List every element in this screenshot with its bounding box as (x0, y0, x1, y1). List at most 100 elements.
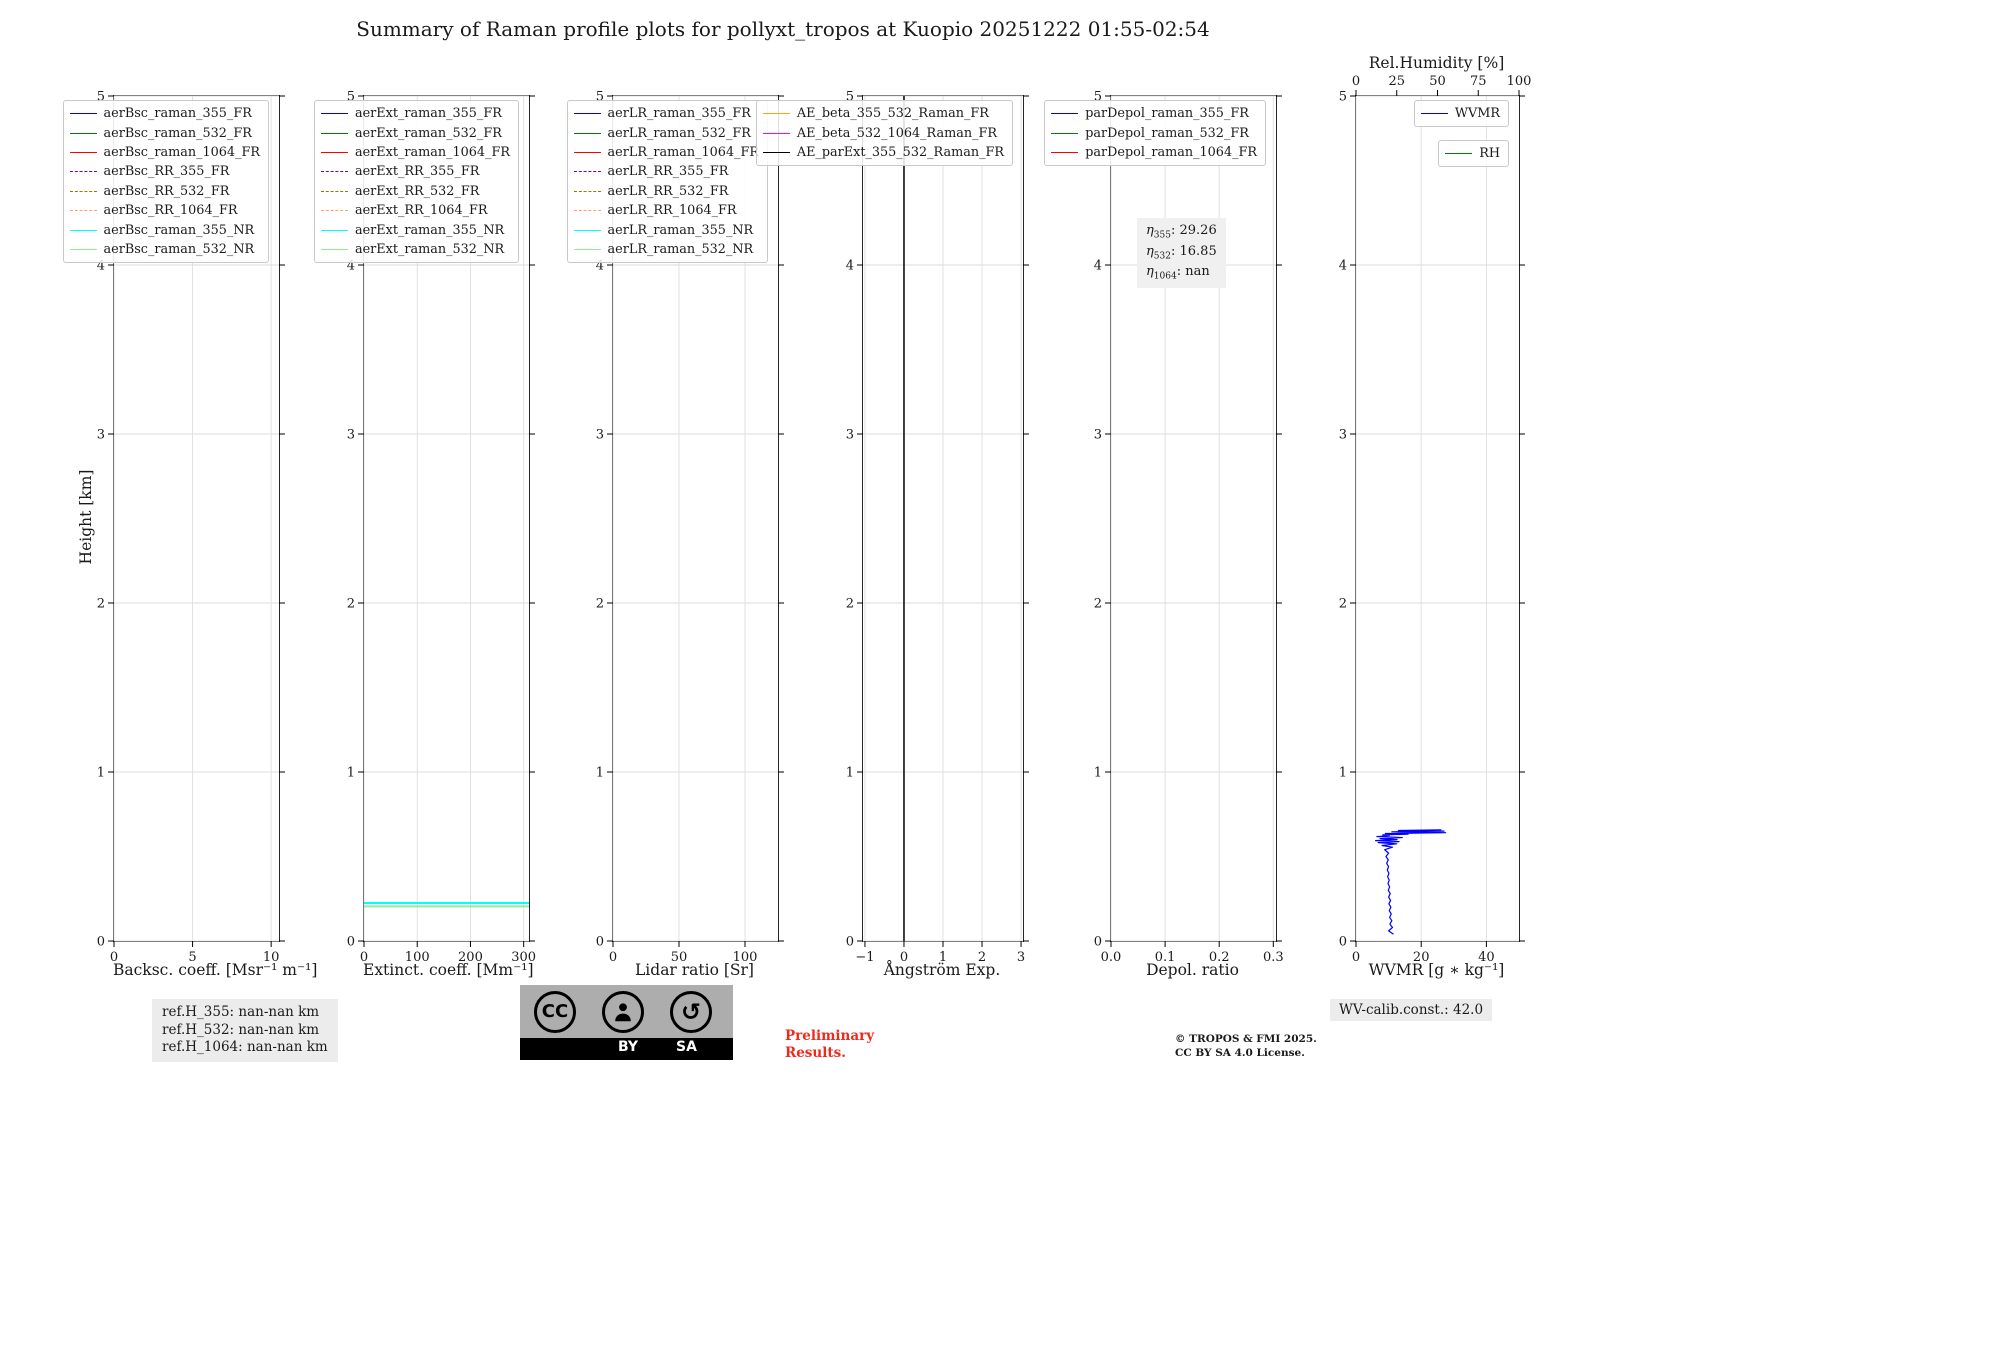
legend-line-swatch (320, 151, 348, 153)
legend-line-swatch (573, 248, 601, 250)
svg-text:4: 4 (596, 259, 604, 274)
preliminary-note: Preliminary Results. (785, 1028, 874, 1062)
rel-humidity-axis-label: Rel.Humidity [%] (1368, 54, 1505, 72)
svg-text:−1: −1 (855, 950, 874, 965)
ref-h-532: ref.H_532: nan-nan km (162, 1021, 320, 1038)
legend-label: aerExt_raman_532_FR (354, 125, 502, 141)
panel-depol: 0.0 0.1 0.2 0.3 0 1 2 3 4 5 parDepol_raman_355_FR p… (1044, 90, 1284, 965)
legend-entry: AE_beta_355_532_Raman_FR (762, 104, 1004, 123)
svg-text:0: 0 (846, 935, 854, 950)
legend-line-swatch (762, 113, 790, 115)
panel-extinction: 0 100 200 300 0 1 2 3 4 5 aerExt_raman_355_FR aerEx… (313, 90, 536, 965)
legend-label: aerLR_raman_355_FR (607, 106, 751, 122)
legend-line-swatch (1445, 153, 1473, 155)
legend-box: WVMR (1413, 100, 1509, 128)
wv-calib-box: WV-calib.const.: 42.0 (1330, 999, 1493, 1021)
legend-label: aerLR_RR_532_FR (607, 183, 729, 199)
legend-box: RH (1438, 140, 1509, 168)
svg-text:1: 1 (97, 766, 105, 781)
legend-line-swatch (573, 151, 601, 153)
backscatter-xlabel: Backsc. coeff. [Msr⁻¹ m⁻¹] (113, 961, 318, 979)
legend-box: parDepol_raman_355_FR parDepol_raman_532_… (1044, 100, 1266, 167)
legend-entry: parDepol_raman_532_FR (1051, 123, 1257, 142)
legend-label: aerLR_RR_355_FR (607, 164, 729, 180)
svg-text:3: 3 (1094, 428, 1102, 443)
svg-text:5: 5 (1094, 90, 1102, 105)
legend-label: aerLR_raman_532_FR (607, 125, 751, 141)
legend-label: aerExt_raman_1064_FR (354, 144, 510, 160)
legend-label: aerLR_raman_532_NR (607, 241, 754, 257)
svg-text:100: 100 (1507, 74, 1532, 89)
svg-text:2: 2 (596, 597, 604, 612)
svg-text:100: 100 (733, 950, 758, 965)
legend-line-swatch (69, 210, 97, 212)
legend-entry: aerExt_raman_355_NR (320, 220, 510, 239)
legend-entry: aerLR_raman_355_NR (573, 220, 759, 239)
legend-entry: aerExt_RR_355_FR (320, 162, 510, 181)
cc-icon: CC (534, 990, 576, 1033)
panel-wvmr: 0 20 40 0 1 2 3 4 5 0 25 50 75 100 WVMR RH (1339, 74, 1532, 965)
legend-label: aerBsc_raman_532_FR (103, 125, 252, 141)
legend-label: AE_parExt_355_532_Raman_FR (796, 144, 1004, 160)
svg-text:5: 5 (188, 950, 196, 965)
legend-label: aerExt_raman_355_FR (354, 106, 502, 122)
panel-lidar-ratio: 0 50 100 0 1 2 3 4 5 aerLR_raman_355_FR aerLR_rama… (566, 90, 784, 965)
legend-entry: aerExt_raman_532_NR (320, 240, 510, 259)
legend-label: aerBsc_RR_355_FR (103, 164, 230, 180)
legend-entry: aerLR_RR_1064_FR (573, 201, 759, 220)
svg-text:4: 4 (846, 259, 854, 274)
legend-line-swatch (1420, 113, 1448, 115)
wvmr-xlabel: WVMR [g ∗ kg⁻¹] (1368, 961, 1505, 979)
svg-text:0.0: 0.0 (1101, 950, 1122, 965)
legend-line-swatch (320, 132, 348, 134)
legend-label: aerBsc_raman_1064_FR (103, 144, 261, 160)
copyright-line1: © TROPOS & FMI 2025. (1175, 1033, 1317, 1045)
legend-label: aerExt_raman_532_NR (354, 241, 505, 257)
legend-label: aerBsc_RR_532_FR (103, 183, 230, 199)
preliminary-line2: Results. (785, 1044, 846, 1061)
eta-annotation-line: η355: 29.26 (1146, 223, 1217, 241)
svg-text:2: 2 (97, 597, 105, 612)
svg-text:0: 0 (347, 935, 355, 950)
legend-entry: RH (1445, 144, 1500, 163)
legend-entry: AE_beta_532_1064_Raman_FR (762, 123, 1004, 142)
svg-text:0: 0 (1339, 935, 1347, 950)
legend-box: aerLR_raman_355_FR aerLR_raman_532_FR aerL… (566, 100, 768, 264)
legend-line-swatch (320, 229, 348, 231)
copyright-note: © TROPOS & FMI 2025. CC BY SA 4.0 Licens… (1175, 1033, 1317, 1060)
svg-text:1: 1 (347, 766, 355, 781)
legend-line-swatch (1051, 132, 1079, 134)
legend-label: aerBsc_RR_1064_FR (103, 203, 238, 219)
legend-entry: aerLR_RR_355_FR (573, 162, 759, 181)
legend-line-swatch (1051, 113, 1079, 115)
legend-line-swatch (573, 113, 601, 115)
svg-text:0: 0 (900, 950, 908, 965)
legend-line-swatch (320, 248, 348, 250)
cc-license-badge: CC ↺ BY SA (520, 985, 733, 1060)
angstroem-xlabel: Ångström Exp. (883, 961, 1001, 979)
svg-text:40: 40 (1478, 950, 1495, 965)
legend-entry: aerBsc_RR_355_FR (69, 162, 261, 181)
svg-text:3: 3 (97, 428, 105, 443)
page-title: Summary of Raman profile plots for polly… (356, 17, 1210, 41)
legend-label: parDepol_raman_355_FR (1085, 106, 1249, 122)
svg-text:50: 50 (1429, 74, 1446, 89)
legend-label: aerBsc_raman_355_FR (103, 106, 252, 122)
legend-entry: aerLR_raman_532_NR (573, 240, 759, 259)
legend-entry: aerLR_raman_355_FR (573, 104, 759, 123)
svg-text:50: 50 (671, 950, 688, 965)
svg-text:0: 0 (360, 950, 368, 965)
legend-label: aerExt_RR_355_FR (354, 164, 480, 180)
svg-text:0.2: 0.2 (1209, 950, 1230, 965)
legend-entry: aerExt_RR_1064_FR (320, 201, 510, 220)
legend-line-swatch (762, 132, 790, 134)
svg-text:0: 0 (1352, 74, 1360, 89)
legend-entry: aerBsc_raman_355_NR (69, 220, 261, 239)
svg-text:2: 2 (978, 950, 986, 965)
panel-angstroem: −1 0 1 2 3 0 1 2 3 4 5 AE_beta_355_532_Raman_FR AE_b… (755, 90, 1029, 965)
person-icon (602, 990, 644, 1033)
ref-h-1064: ref.H_1064: nan-nan km (162, 1039, 328, 1056)
svg-text:0: 0 (609, 950, 617, 965)
